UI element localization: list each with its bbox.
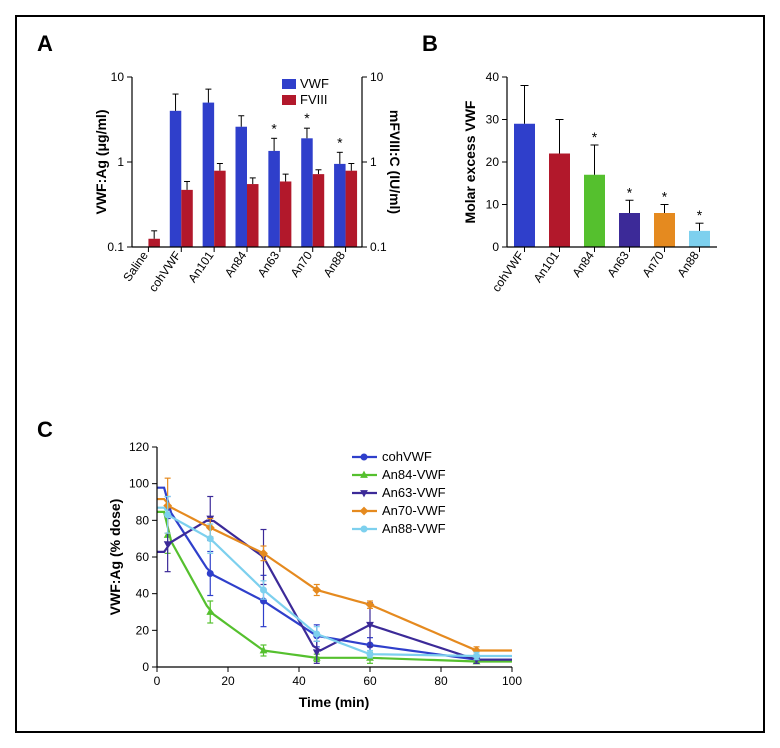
panel-C-chart: 0 20 40 60 80 100 0 20 40 60 80 100 120 Time (min) V…	[102, 427, 542, 717]
svg-text:An70-VWF: An70-VWF	[382, 503, 446, 518]
panelA-yright-title: mFVIII:C (IU/ml)	[387, 110, 402, 214]
svg-text:An84-VWF: An84-VWF	[382, 467, 446, 482]
svg-text:40: 40	[292, 674, 306, 688]
svg-text:An88-VWF: An88-VWF	[382, 521, 446, 536]
panel-A-label: A	[37, 31, 53, 57]
svg-text:An63: An63	[604, 248, 632, 279]
svg-text:0.1: 0.1	[107, 240, 124, 254]
panelB-y-title: Molar excess VWF	[462, 100, 478, 223]
svg-text:10: 10	[111, 70, 125, 84]
svg-text:An101: An101	[531, 248, 563, 285]
svg-text:120: 120	[129, 440, 149, 454]
svg-text:1: 1	[370, 155, 377, 169]
legend-label-fviii: FVIII	[300, 92, 327, 107]
svg-text:An70: An70	[288, 248, 316, 279]
figure-container: A B C 0.10.1111010SalinecohVWFAn101An84A…	[15, 15, 765, 733]
svg-text:20: 20	[486, 155, 500, 169]
panelC-y-title: VWF:Ag (% dose)	[107, 499, 123, 616]
panelC-x-title: Time (min)	[299, 694, 370, 710]
panel-B-chart: 0 10 20 30 40 cohVWFAn101An84An63An70An88 * * *…	[457, 57, 737, 307]
svg-text:An84: An84	[222, 248, 250, 279]
svg-text:An88: An88	[674, 248, 702, 279]
legend-swatch-fviii	[282, 95, 296, 105]
svg-text:*: *	[592, 129, 598, 145]
svg-text:*: *	[304, 110, 310, 126]
svg-text:Saline: Saline	[120, 248, 151, 284]
svg-text:An63-VWF: An63-VWF	[382, 485, 446, 500]
panelA-yleft-title: VWF:Ag (μg/ml)	[93, 110, 109, 215]
svg-text:An88: An88	[320, 248, 348, 279]
panel-B-label: B	[422, 31, 438, 57]
panel-A-chart: 0.1 0.1 1 1 10 10 SalinecohVWFAn101An84An63An7…	[92, 57, 402, 307]
svg-text:10: 10	[486, 198, 500, 212]
svg-text:0: 0	[492, 240, 499, 254]
svg-text:60: 60	[363, 674, 377, 688]
svg-text:cohVWF: cohVWF	[146, 249, 184, 295]
svg-text:100: 100	[129, 477, 149, 491]
svg-text:20: 20	[136, 623, 150, 637]
svg-text:An63: An63	[255, 248, 283, 279]
svg-text:20: 20	[221, 674, 235, 688]
svg-text:80: 80	[434, 674, 448, 688]
svg-text:30: 30	[486, 113, 500, 127]
svg-text:*: *	[337, 134, 343, 150]
svg-text:60: 60	[136, 550, 150, 564]
svg-text:An70: An70	[639, 248, 667, 279]
svg-text:An101: An101	[185, 248, 217, 285]
svg-text:0: 0	[154, 674, 161, 688]
svg-text:40: 40	[486, 70, 500, 84]
svg-text:*: *	[662, 189, 668, 205]
svg-text:An84: An84	[569, 248, 597, 279]
svg-text:*: *	[697, 207, 703, 223]
svg-text:0: 0	[142, 660, 149, 674]
svg-text:40: 40	[136, 587, 150, 601]
svg-text:80: 80	[136, 513, 150, 527]
svg-text:0.1: 0.1	[370, 240, 387, 254]
svg-text:1: 1	[117, 155, 124, 169]
svg-text:10: 10	[370, 70, 384, 84]
legend-label-vwf: VWF	[300, 76, 329, 91]
svg-text:cohVWF: cohVWF	[489, 249, 527, 295]
svg-text:*: *	[271, 120, 277, 136]
panel-C-label: C	[37, 417, 53, 443]
svg-text:cohVWF: cohVWF	[382, 449, 432, 464]
svg-text:*: *	[627, 184, 633, 200]
legend-swatch-vwf	[282, 79, 296, 89]
svg-text:100: 100	[502, 674, 522, 688]
